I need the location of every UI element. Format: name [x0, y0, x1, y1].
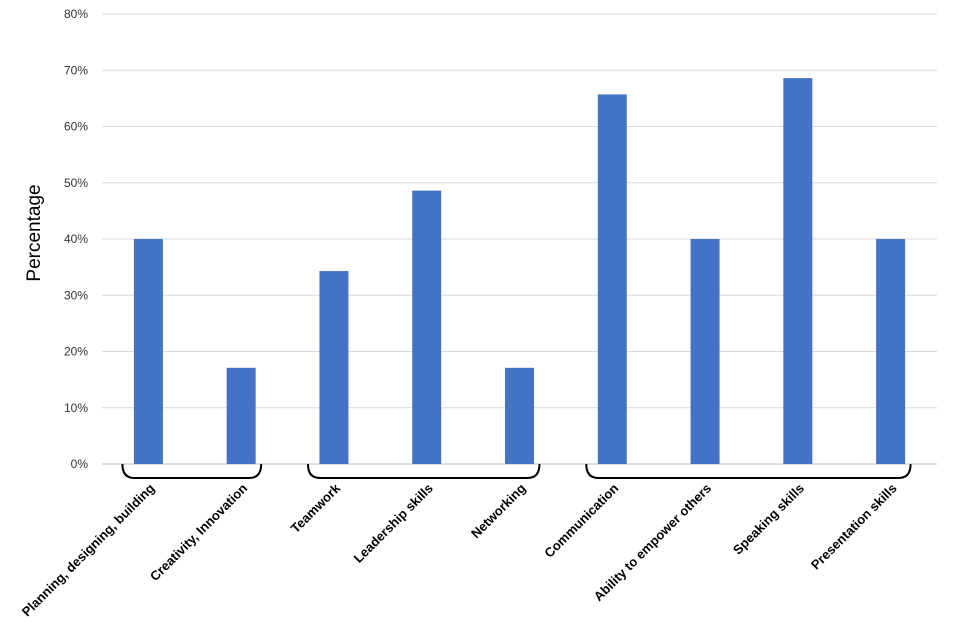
x-tick-label: Planning, designing, building: [19, 480, 158, 619]
y-tick-label: 30%: [64, 288, 88, 302]
x-tick-label: Teamwork: [288, 480, 344, 536]
y-tick-label: 20%: [64, 345, 88, 359]
bars: [133, 78, 906, 464]
y-tick-label: 50%: [64, 176, 88, 190]
group-bracket: [306, 463, 541, 479]
group-bracket: [121, 463, 263, 479]
y-axis-title: Percentage: [24, 184, 45, 281]
bar: [690, 239, 720, 464]
y-tick-label: 80%: [64, 7, 88, 21]
bar: [597, 94, 627, 464]
y-tick-label: 70%: [64, 63, 88, 77]
y-axis-ticks: 0% 10% 20% 30% 40% 50% 60% 70% 80%: [64, 7, 88, 471]
x-tick-label: Presentation skills: [808, 481, 900, 573]
y-tick-label: 0%: [71, 457, 89, 471]
bar: [133, 239, 163, 464]
x-tick-label: Networking: [468, 480, 529, 541]
y-tick-label: 60%: [64, 120, 88, 134]
group-brackets: [121, 463, 912, 479]
x-axis-labels: Planning, designing, buildingCreativity,…: [19, 480, 900, 619]
group-bracket: [585, 463, 912, 479]
x-tick-label: Creativity, Innovation: [147, 480, 250, 583]
y-tick-label: 10%: [64, 401, 88, 415]
bar: [783, 78, 813, 464]
x-tick-label: Communication: [541, 480, 621, 560]
bar: [319, 271, 349, 464]
bar: [505, 367, 534, 464]
x-tick-label: Leadership skills: [351, 481, 436, 566]
bar: [226, 367, 256, 464]
y-tick-label: 40%: [64, 232, 88, 246]
x-tick-label: Speaking skills: [730, 481, 807, 558]
bar: [876, 239, 906, 464]
bar: [412, 190, 442, 464]
